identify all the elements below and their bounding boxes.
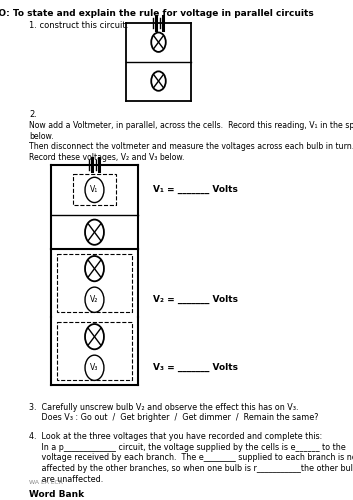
Circle shape bbox=[85, 178, 104, 203]
Text: LO: To state and explain the rule for voltage in parallel circuits: LO: To state and explain the rule for vo… bbox=[0, 9, 314, 18]
Text: Then disconnect the voltmeter and measure the voltages across each bulb in turn.: Then disconnect the voltmeter and measur… bbox=[29, 142, 353, 152]
Text: Now add a Voltmeter, in parallel, across the cells.  Record this reading, V₁ in : Now add a Voltmeter, in parallel, across… bbox=[29, 121, 353, 130]
Text: 3.  Carefully unscrew bulb V₂ and observe the effect this has on V₃.: 3. Carefully unscrew bulb V₂ and observe… bbox=[29, 403, 299, 412]
Text: voltage received by each branch.  The e________ supplied to each branch is not: voltage received by each branch. The e__… bbox=[29, 454, 353, 462]
Text: below.: below. bbox=[29, 132, 54, 140]
Text: WA LA LCR: WA LA LCR bbox=[29, 480, 63, 484]
Text: V₂: V₂ bbox=[90, 295, 99, 304]
Bar bbox=[73, 174, 116, 206]
Text: 2.: 2. bbox=[29, 110, 37, 119]
Text: V₂ = _______ Volts: V₂ = _______ Volts bbox=[153, 295, 238, 304]
Text: affected by the other branches, so when one bulb is r___________the other bulbs: affected by the other branches, so when … bbox=[29, 464, 353, 473]
Text: V₁: V₁ bbox=[90, 186, 98, 194]
Circle shape bbox=[85, 355, 104, 380]
Text: 1. construct this circuit:: 1. construct this circuit: bbox=[29, 21, 128, 30]
Circle shape bbox=[85, 287, 104, 312]
Text: 4.  Look at the three voltages that you have recorded and complete this:: 4. Look at the three voltages that you h… bbox=[29, 432, 322, 441]
Bar bbox=[56, 254, 132, 312]
Text: In a p_____________ circuit, the voltage supplied by the cells is e______ to the: In a p_____________ circuit, the voltage… bbox=[29, 442, 346, 452]
Text: V₃: V₃ bbox=[90, 364, 99, 372]
Text: Word Bank: Word Bank bbox=[29, 490, 84, 499]
Bar bbox=[56, 322, 132, 380]
Text: V₃ = _______ Volts: V₃ = _______ Volts bbox=[153, 363, 238, 372]
Text: V₁ = _______ Volts: V₁ = _______ Volts bbox=[153, 186, 238, 194]
Text: Record these voltages, V₂ and V₃ below.: Record these voltages, V₂ and V₃ below. bbox=[29, 153, 185, 162]
Text: are unaffected.: are unaffected. bbox=[29, 474, 103, 484]
Text: Does V₃ : Go out  /  Get brighter  /  Get dimmer  /  Remain the same?: Does V₃ : Go out / Get brighter / Get di… bbox=[29, 414, 318, 422]
